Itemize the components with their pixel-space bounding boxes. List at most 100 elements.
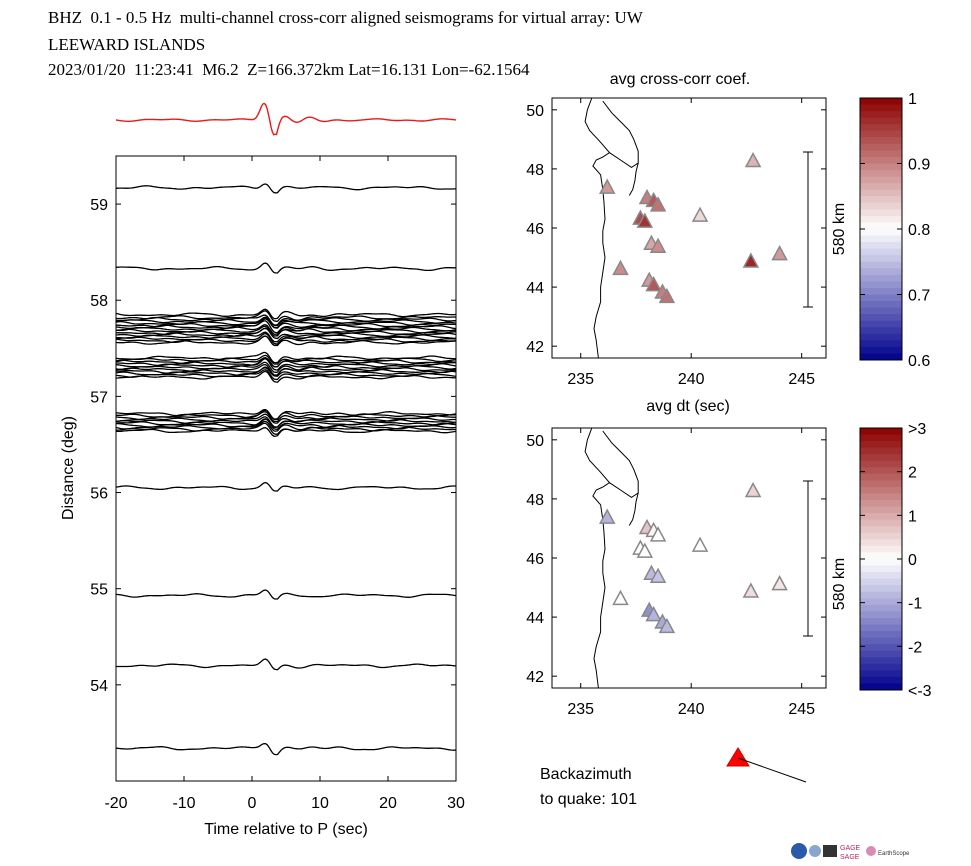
map-y-tick-label: 50: [526, 433, 544, 450]
colorbar-segment: [860, 215, 902, 223]
station-triangle: [649, 196, 667, 212]
colorbar-segment: [860, 137, 902, 145]
colorbar-segment: [860, 130, 902, 138]
seismogram-trace: [115, 310, 456, 322]
colorbar-segment: [860, 683, 902, 691]
colorbar-segment: [860, 493, 902, 501]
seismogram-trace: [115, 327, 457, 340]
colorbar-segment: [860, 346, 902, 354]
map-cross-corr: avg cross-corr coef. 235 240 245 42 44 46 48 50…: [526, 71, 848, 388]
map2-coastline: [584, 427, 639, 689]
station-triangle: [636, 212, 654, 228]
colorbar-segment: [860, 447, 902, 455]
seismogram-trace: [115, 354, 457, 365]
colorbar-segment: [860, 320, 902, 328]
map-y-tick-label: 44: [526, 280, 544, 297]
colorbar-segment: [860, 327, 902, 335]
colorbar-segment: [860, 287, 902, 295]
colorbar-segment: [860, 467, 902, 475]
record-x-label: Time relative to P (sec): [204, 821, 368, 838]
colorbar-segment: [860, 545, 902, 553]
colorbar-segment: [860, 631, 902, 639]
seismogram-trace: [115, 411, 457, 423]
colorbar-tick-label: >3: [908, 421, 926, 438]
x-tick-label: 30: [447, 795, 465, 812]
map-y-tick-label: 44: [526, 610, 544, 627]
colorbar-segment: [860, 670, 902, 678]
colorbar-tick-label: 1: [908, 508, 917, 525]
station-triangle: [649, 237, 667, 253]
colorbar-segment: [860, 624, 902, 632]
station-triangle: [612, 589, 629, 606]
map2-ticks: 235 240 245 42 44 46 48 50: [526, 428, 826, 718]
x-tick-label: -20: [104, 795, 127, 812]
colorbar-segment: [860, 170, 902, 178]
seismogram-trace: [115, 589, 457, 600]
colorbar-avg-dt: >3 2 1 0 -1 -2 <-3: [859, 421, 932, 700]
colorbar-segment: [860, 513, 902, 521]
map2-stations: [598, 481, 788, 634]
colorbar-segment: [860, 506, 902, 514]
colorbar-segment: [860, 480, 902, 488]
map1-scale-label: 580 km: [831, 203, 848, 255]
seismogram-trace: [116, 418, 457, 430]
colorbar-segment: [860, 143, 902, 151]
station-triangle: [649, 567, 667, 583]
record-y-label: Distance (deg): [60, 416, 77, 520]
map-y-tick-label: 50: [526, 103, 544, 120]
map2-scale-bar: [803, 480, 813, 637]
colorbar-segment: [860, 676, 902, 684]
colorbar-tick-label: 0.7: [908, 288, 930, 305]
colorbar-segment: [860, 333, 902, 341]
colorbar-segment: [860, 585, 902, 593]
station-triangle: [691, 206, 709, 222]
seismogram-trace: [115, 316, 457, 327]
backazimuth-label: Backazimuth: [540, 766, 632, 783]
map1-title: avg cross-corr coef.: [610, 71, 750, 88]
colorbar-segment: [860, 150, 902, 158]
map-y-tick-label: 46: [526, 221, 544, 238]
map2-scale-label: 580 km: [831, 558, 848, 610]
station-triangle: [598, 178, 616, 194]
coastline-inner: [602, 100, 639, 169]
station-triangle: [691, 536, 709, 552]
colorbar-segment: [860, 552, 902, 560]
puget-sound: [628, 492, 639, 526]
map-x-tick-label: 245: [788, 701, 815, 718]
title-line-3: 2023/01/20 11:23:41 M6.2 Z=166.372km Lat…: [48, 60, 530, 79]
stacked-trace: [115, 102, 457, 136]
colorbar-segment: [860, 644, 902, 652]
station-triangle: [598, 508, 616, 524]
colorbar-segment: [860, 248, 902, 256]
seismogram-trace: [115, 317, 457, 329]
seismogram-trace: [116, 658, 457, 671]
seismogram-trace: [115, 409, 457, 421]
iris-logo-icon: [823, 845, 837, 857]
station-triangle: [742, 252, 760, 268]
colorbar-segment: [860, 611, 902, 619]
y-tick-label: 55: [90, 582, 108, 599]
colorbar-tick-label: 0: [908, 552, 917, 569]
earthscope-logo: EarthScope: [878, 851, 910, 857]
colorbar-segment: [860, 598, 902, 606]
seismogram-trace: [115, 324, 457, 335]
colorbar-segment: [860, 532, 902, 540]
colorbar-tick-label: 1: [908, 91, 917, 108]
colorbar-segment: [860, 274, 902, 282]
map-avg-dt: avg dt (sec) 235 240 245 42 44 46 48 50 580 km: [526, 398, 848, 718]
x-tick-label: 20: [379, 795, 397, 812]
record-y-ticks: 54 55 56 57 58 59: [90, 197, 456, 695]
colorbar-segment: [860, 526, 902, 534]
quake-triangle-icon: [726, 747, 750, 767]
map-y-tick-label: 48: [526, 492, 544, 509]
colorbar-segment: [860, 314, 902, 322]
x-tick-label: -10: [172, 795, 195, 812]
y-tick-label: 57: [90, 389, 108, 406]
seismogram-trace: [115, 335, 456, 347]
station-triangle: [636, 542, 654, 558]
station-triangle: [742, 582, 760, 598]
sage-logo: SAGE: [840, 854, 860, 861]
x-tick-label: 0: [248, 795, 257, 812]
puget-sound: [628, 162, 639, 196]
